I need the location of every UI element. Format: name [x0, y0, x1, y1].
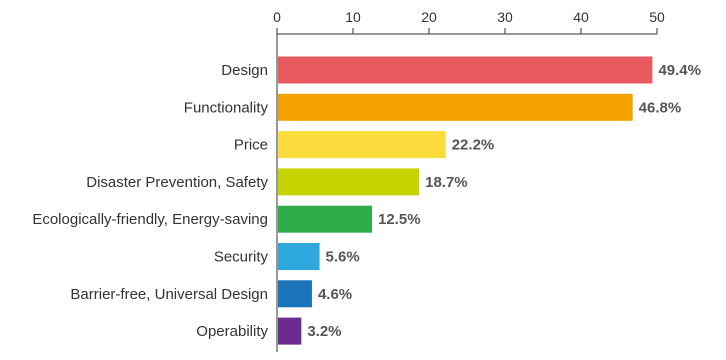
bar — [278, 205, 372, 233]
category-label: Security — [214, 249, 269, 266]
x-tick-label: 0 — [273, 9, 281, 25]
category-label: Design — [221, 62, 268, 79]
bar — [278, 93, 633, 121]
data-label: 18.7% — [425, 174, 468, 191]
bar — [278, 280, 312, 308]
bar — [278, 243, 320, 270]
bar — [278, 131, 446, 159]
value-labels: 49.4% 46.8% 22.2% 18.7% 12.5% 5.6% 4.6% 3.2% — [307, 62, 701, 340]
bars — [278, 56, 653, 345]
data-label: 12.5% — [378, 211, 421, 228]
x-tick-label: 30 — [497, 9, 513, 25]
x-tick-label: 40 — [573, 9, 589, 25]
category-label: Functionality — [184, 99, 269, 116]
bar — [278, 317, 302, 345]
data-label: 49.4% — [658, 62, 701, 79]
category-labels: Design Functionality Price Disaster Prevent… — [32, 62, 268, 340]
x-tick-label: 20 — [421, 9, 437, 25]
category-label: Operability — [196, 323, 268, 340]
bar — [278, 56, 653, 84]
data-label: 3.2% — [307, 323, 341, 340]
data-label: 46.8% — [639, 99, 682, 116]
category-label: Barrier-free, Universal Design — [70, 286, 268, 303]
category-label: Ecologically-friendly, Energy-saving — [32, 211, 268, 228]
data-label: 22.2% — [452, 137, 495, 154]
bar — [278, 168, 420, 196]
data-label: 4.6% — [318, 286, 352, 303]
x-tick-label: 50 — [649, 9, 665, 25]
category-label: Price — [234, 137, 268, 154]
data-label: 5.6% — [326, 249, 360, 266]
x-axis: 0 10 20 30 40 50 — [273, 9, 665, 352]
category-label: Disaster Prevention, Safety — [86, 174, 268, 191]
x-tick-label: 10 — [345, 9, 361, 25]
